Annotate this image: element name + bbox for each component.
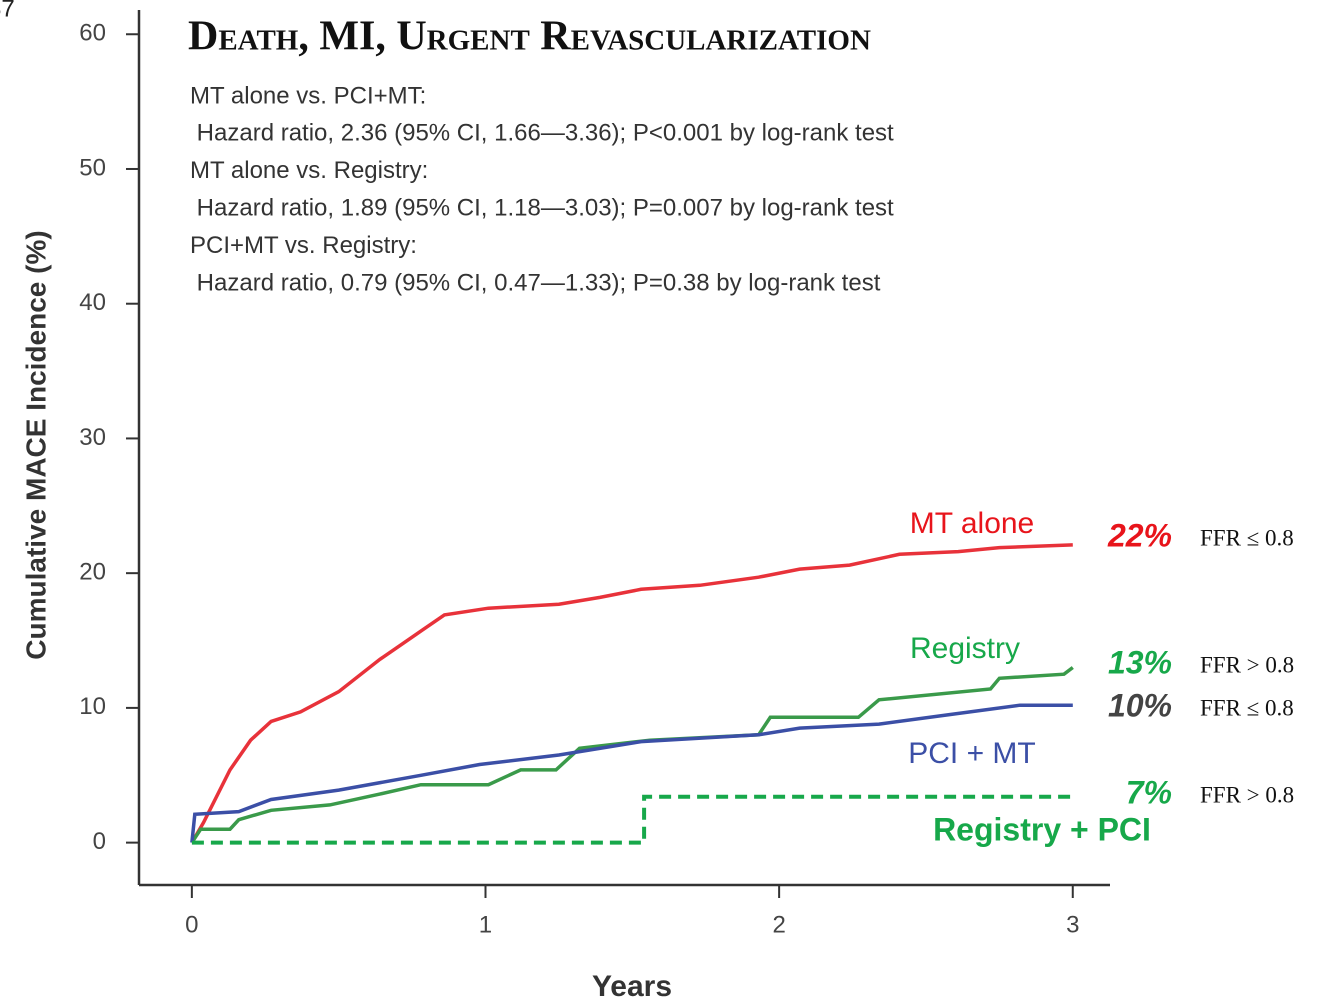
x-tick-label: 2	[772, 911, 785, 938]
series-label: PCI + MT	[908, 737, 1036, 770]
ffr-note: FFR ≤ 0.8	[1200, 695, 1294, 720]
ffr-note: FFR ≤ 0.8	[1200, 525, 1294, 550]
annotation: MT alone vs. Registry:	[190, 157, 428, 184]
x-tick-label: 1	[479, 911, 492, 938]
y-tick-label: 10	[79, 693, 106, 720]
x-tick-label: 3	[1066, 911, 1079, 938]
ffr-note: FFR > 0.8	[1200, 652, 1294, 677]
annotation: Hazard ratio, 1.89 (95% CI, 1.18—3.03); …	[190, 195, 894, 222]
end-label: 13%	[1108, 644, 1172, 680]
annotation: Hazard ratio, 0.79 (95% CI, 0.47—1.33); …	[190, 269, 881, 296]
y-tick-label: 40	[79, 289, 106, 316]
y-tick-label: 20	[79, 559, 106, 586]
end-label: 7%	[1126, 774, 1172, 810]
y-tick-label: 30	[79, 424, 106, 451]
annotation: Hazard ratio, 2.36 (95% CI, 1.66—3.36); …	[190, 120, 894, 147]
x-tick-label: 0	[185, 911, 198, 938]
ffr-note: FFR > 0.8	[1200, 782, 1294, 807]
series-line	[190, 666, 1074, 844]
annotation: MT alone vs. PCI+MT:	[190, 82, 426, 109]
y-axis-label: Cumulative MACE Incidence (%)	[20, 230, 51, 659]
series-label: Registry + PCI	[933, 811, 1151, 847]
y-tick-label: 50	[79, 154, 106, 181]
page-number: 37	[0, 0, 15, 22]
y-tick-label: 0	[93, 828, 106, 855]
series-label: MT alone	[910, 507, 1035, 540]
end-label: 10%	[1108, 687, 1172, 723]
chart-title: Death, MI, Urgent Revascularization	[188, 14, 871, 60]
end-label: 22%	[1107, 517, 1172, 553]
y-tick-label: 60	[79, 20, 106, 47]
annotation: PCI+MT vs. Registry:	[190, 232, 417, 259]
x-axis-label: Years	[592, 970, 672, 1003]
series-line	[191, 794, 1073, 845]
series-label: Registry	[910, 632, 1020, 665]
series-line	[190, 543, 1073, 844]
series-line	[190, 703, 1073, 843]
